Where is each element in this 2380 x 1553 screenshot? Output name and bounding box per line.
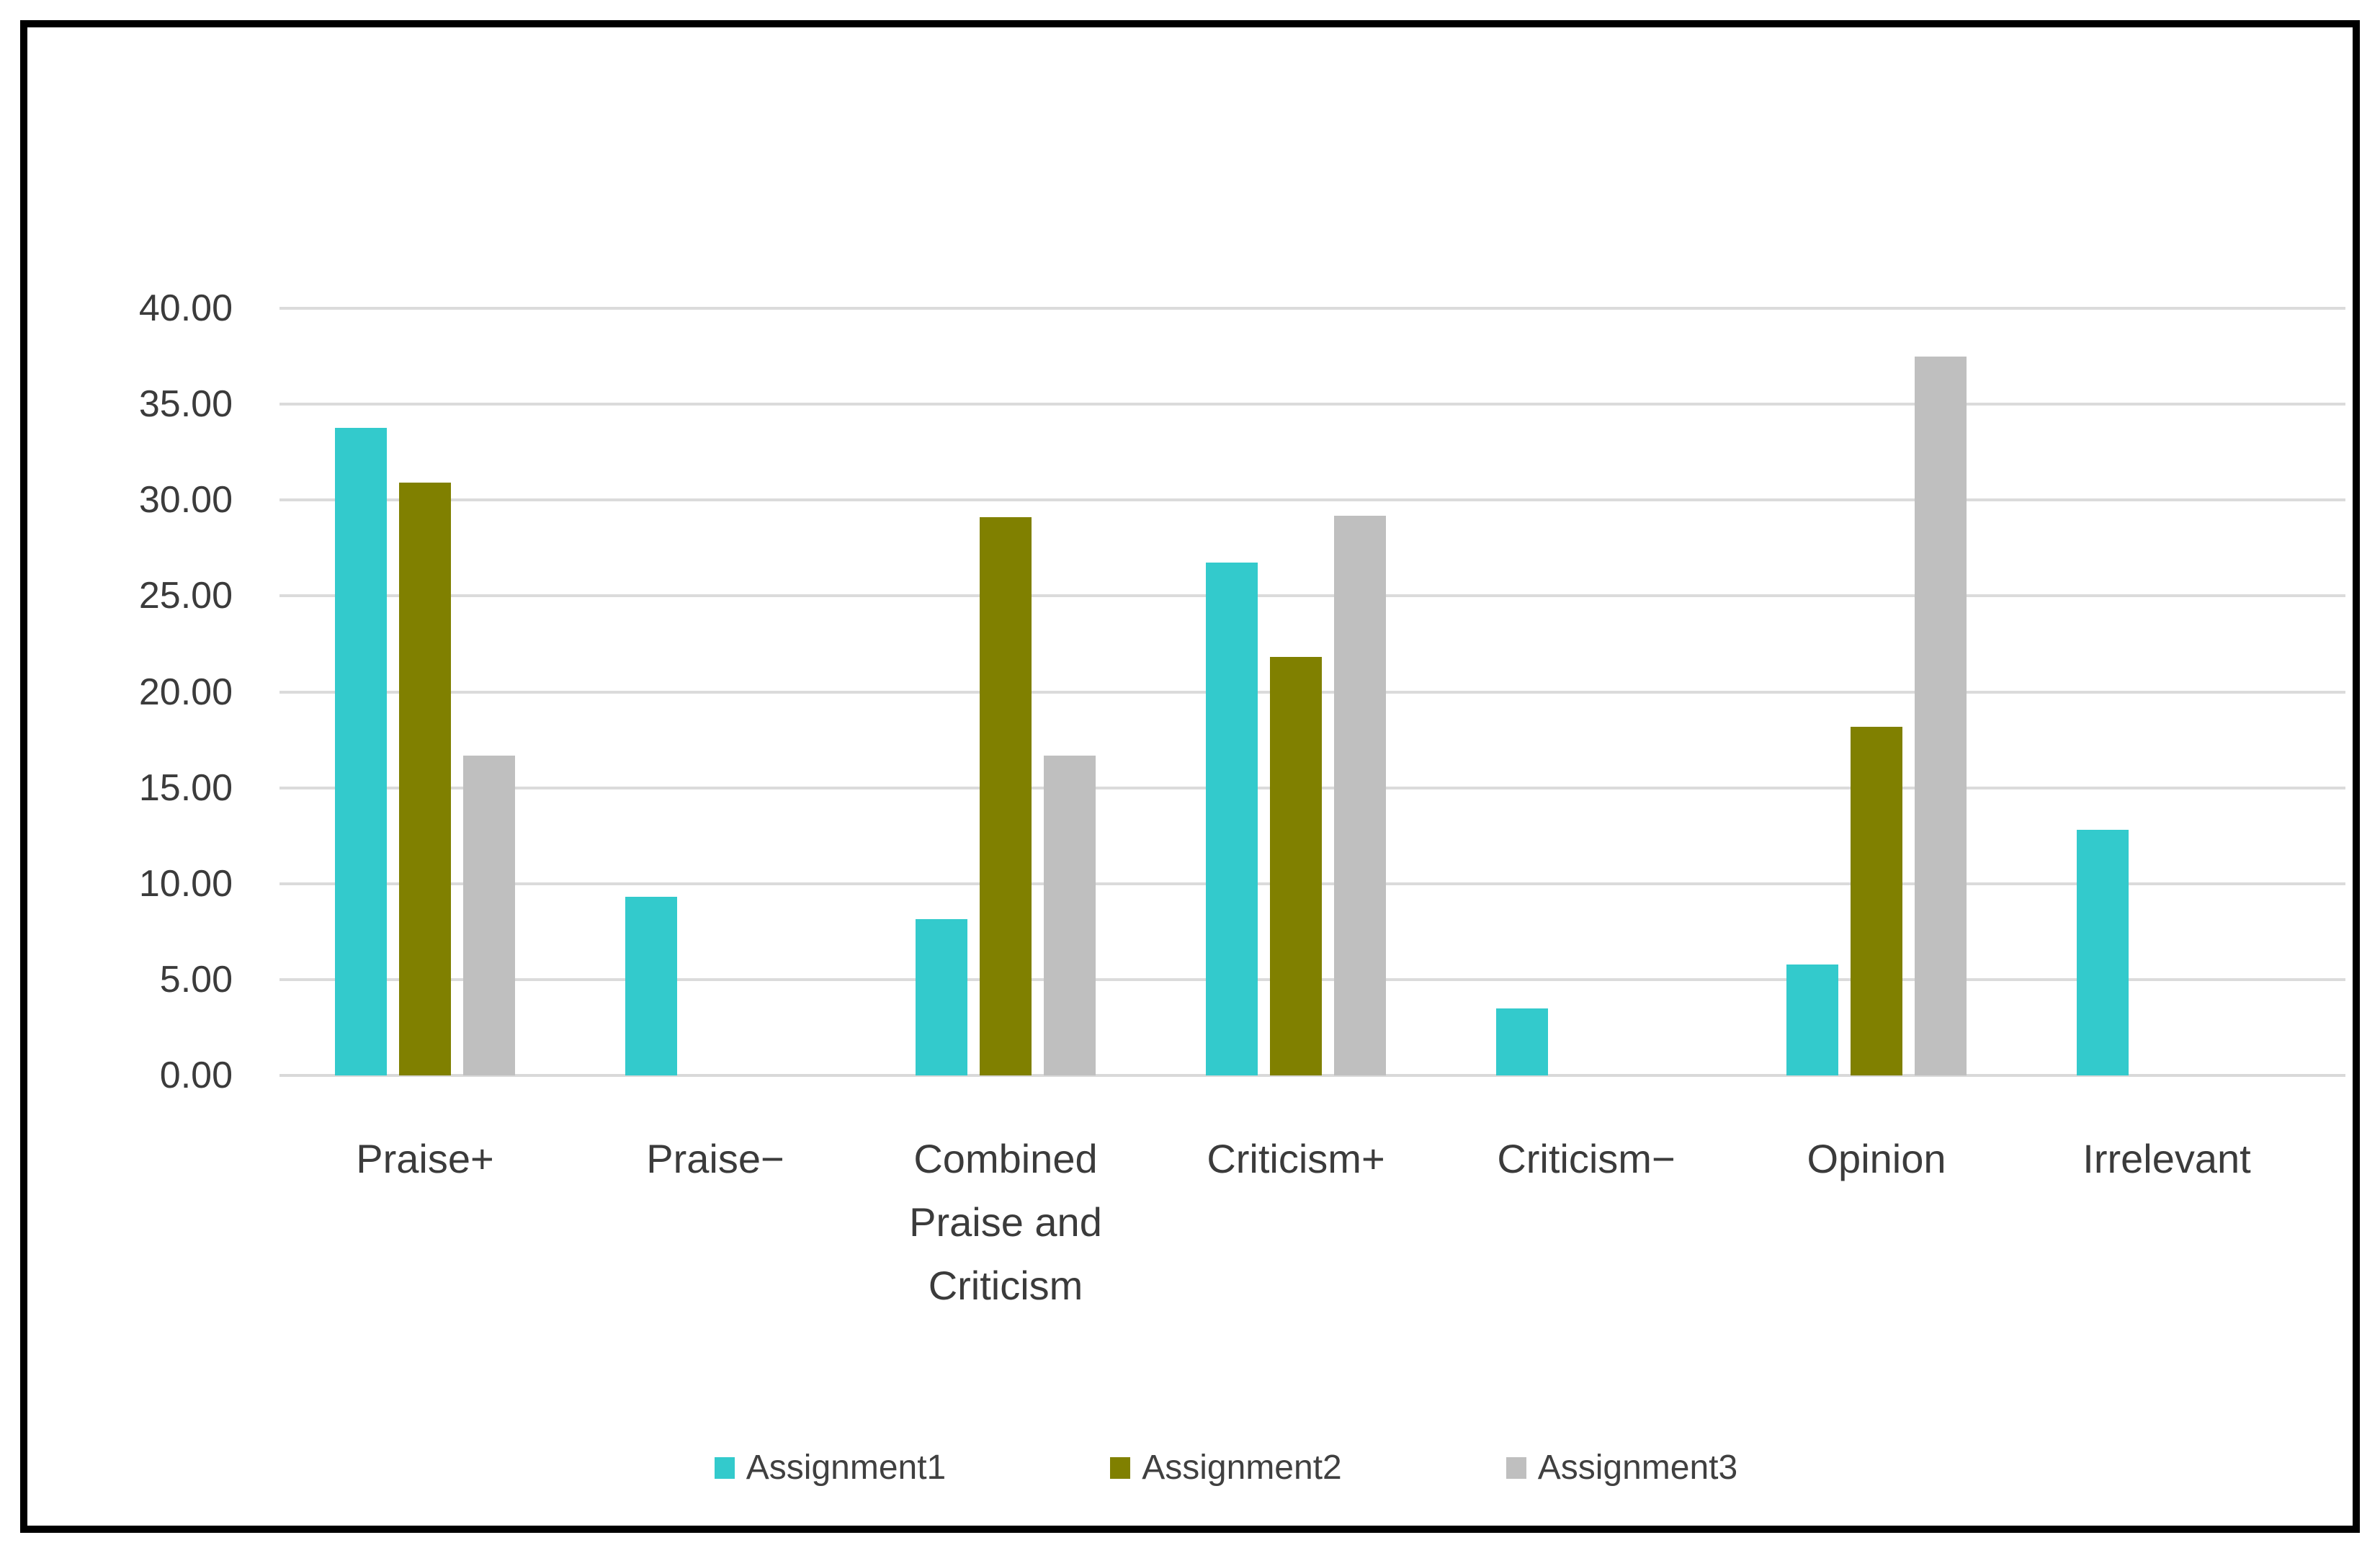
legend-swatch-icon <box>1110 1457 1131 1479</box>
y-tick-label: 10.00 <box>138 862 233 905</box>
y-tick-label: 15.00 <box>138 766 233 809</box>
x-category-label: Irrelevant <box>2082 1136 2251 1181</box>
legend-item-assignment2: Assignment2 <box>1110 1448 1342 1488</box>
y-tick-label: 30.00 <box>138 479 233 522</box>
bar-assignment2-3 <box>980 517 1032 1075</box>
bar-assignment1-5 <box>1496 1008 1548 1075</box>
x-category-label: Opinion <box>1807 1136 1946 1181</box>
chart-frame-border: 0.00 5.00 10.00 15.00 20.00 25.00 30.00 35.00 40… <box>20 20 2360 1533</box>
legend-label: Assignment3 <box>1537 1449 1738 1487</box>
y-tick-label: 0.00 <box>159 1055 233 1096</box>
x-category-label: Criticism− <box>1497 1136 1676 1181</box>
y-tick-label: 25.00 <box>138 575 233 617</box>
bar-assignment1-6 <box>1786 965 1838 1075</box>
bar-assignment3-1 <box>463 756 515 1075</box>
bar-assignment2-6 <box>1851 727 1902 1075</box>
h-gridline <box>279 498 2345 502</box>
y-tick-label: 20.00 <box>138 671 233 713</box>
bar-assignment1-7 <box>2077 830 2129 1075</box>
legend-swatch-icon <box>714 1457 735 1479</box>
bar-assignment1-3 <box>916 919 967 1075</box>
h-gridline <box>279 594 2345 598</box>
y-tick-label: 40.00 <box>138 287 233 329</box>
bar-assignment1-2 <box>625 897 677 1075</box>
x-category-label: Criticism+ <box>1207 1136 1385 1181</box>
legend-label: Assignment2 <box>1142 1449 1342 1487</box>
legend-item-assignment3: Assignment3 <box>1506 1448 1737 1488</box>
bar-assignment3-3 <box>1044 756 1096 1075</box>
bar-assignment2-1 <box>399 483 451 1075</box>
h-gridline <box>279 403 2345 406</box>
y-tick-label: 5.00 <box>159 958 233 1001</box>
h-gridline <box>279 307 2345 310</box>
legend-item-assignment1: Assignment1 <box>714 1448 947 1488</box>
legend-label: Assignment1 <box>746 1449 947 1487</box>
bar-assignment1-1 <box>335 428 387 1075</box>
bar-assignment3-6 <box>1915 357 1967 1075</box>
x-category-label: Praise− <box>646 1136 784 1181</box>
bar-assignment2-4 <box>1270 657 1322 1075</box>
bar-assignment1-4 <box>1206 563 1258 1075</box>
x-category-label: Combined Praise and Criticism <box>909 1136 1102 1308</box>
bar-assignment3-4 <box>1334 516 1386 1075</box>
chart-legend: Assignment1 Assignment2 Assignment3 <box>55 1448 2325 1488</box>
x-category-label: Praise+ <box>356 1136 494 1181</box>
bar-chart: 0.00 5.00 10.00 15.00 20.00 25.00 30.00 35.00 40… <box>27 27 2353 1526</box>
legend-swatch-icon <box>1506 1457 1526 1479</box>
y-tick-label: 35.00 <box>138 383 233 426</box>
x-axis-line <box>279 1074 2345 1077</box>
